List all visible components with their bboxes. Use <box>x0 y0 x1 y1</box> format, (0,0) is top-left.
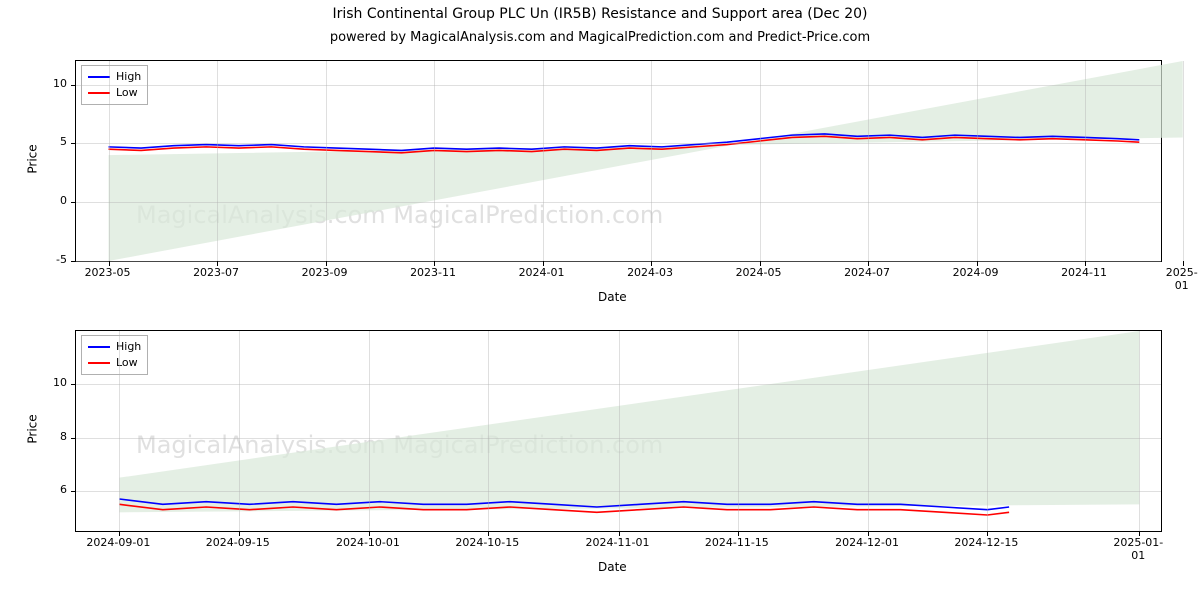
y-tick-label: 10 <box>27 376 67 389</box>
legend-item-low: Low <box>88 85 141 101</box>
x-tick-label: 2024-12-01 <box>835 536 899 549</box>
x-tick-label: 2024-11 <box>1061 266 1107 279</box>
x-tick-label: 2023-05 <box>85 266 131 279</box>
x-axis-label: Date <box>598 560 627 574</box>
y-tick-label: 10 <box>27 77 67 90</box>
x-tick-label: 2024-11-15 <box>705 536 769 549</box>
y-tick-label: 8 <box>27 430 67 443</box>
x-tick-label: 2023-11 <box>410 266 456 279</box>
legend-swatch-low <box>88 92 110 94</box>
top-chart-svg <box>76 61 1161 261</box>
legend-item-high: High <box>88 339 141 355</box>
x-tick-label: 2023-09 <box>302 266 348 279</box>
x-tick-label: 2025-01 <box>1166 266 1198 292</box>
x-tick-label: 2024-03 <box>627 266 673 279</box>
y-tick-label: 6 <box>27 483 67 496</box>
x-tick-label: 2024-11-01 <box>586 536 650 549</box>
x-tick-label: 2023-07 <box>193 266 239 279</box>
chart-container: Irish Continental Group PLC Un (IR5B) Re… <box>0 0 1200 600</box>
x-tick-label: 2024-07 <box>844 266 890 279</box>
x-tick-label: 2024-09-01 <box>86 536 150 549</box>
legend-swatch-high <box>88 76 110 78</box>
y-axis-label: Price <box>26 144 40 173</box>
x-tick-label: 2024-01 <box>519 266 565 279</box>
x-tick-label: 2024-09-15 <box>206 536 270 549</box>
y-tick-label: -5 <box>27 253 67 266</box>
legend-swatch-high <box>88 346 110 348</box>
top-chart-area: MagicalAnalysis.com MagicalPrediction.co… <box>75 60 1162 262</box>
y-tick-label: 0 <box>27 194 67 207</box>
y-tick-label: 5 <box>27 135 67 148</box>
x-tick-label: 2024-09 <box>953 266 999 279</box>
x-tick-label: 2024-12-15 <box>954 536 1018 549</box>
x-axis-label: Date <box>598 290 627 304</box>
legend-label-low: Low <box>116 85 138 101</box>
chart-subtitle: powered by MagicalAnalysis.com and Magic… <box>0 30 1200 45</box>
legend-swatch-low <box>88 362 110 364</box>
chart-title: Irish Continental Group PLC Un (IR5B) Re… <box>0 6 1200 22</box>
legend-item-low: Low <box>88 355 141 371</box>
chart-legend: High Low <box>81 335 148 375</box>
x-tick-label: 2024-05 <box>736 266 782 279</box>
legend-item-high: High <box>88 69 141 85</box>
x-tick-label: 2024-10-15 <box>455 536 519 549</box>
bottom-chart-area: MagicalAnalysis.com MagicalPrediction.co… <box>75 330 1162 532</box>
legend-label-high: High <box>116 69 141 85</box>
x-tick-label: 2025-01-01 <box>1107 536 1169 562</box>
x-tick-label: 2024-10-01 <box>336 536 400 549</box>
